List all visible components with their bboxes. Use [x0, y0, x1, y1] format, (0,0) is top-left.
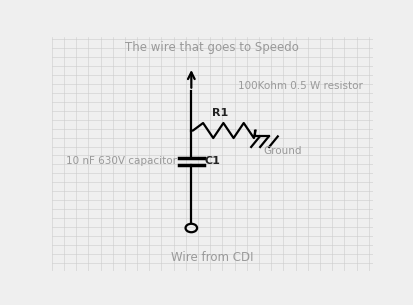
Text: C1: C1: [204, 156, 220, 166]
Text: 100Kohm 0.5 W resistor: 100Kohm 0.5 W resistor: [237, 81, 362, 91]
Text: Ground: Ground: [263, 145, 301, 156]
Text: Wire from CDI: Wire from CDI: [171, 251, 253, 264]
Text: The wire that goes to Speedo: The wire that goes to Speedo: [125, 41, 298, 54]
Text: R1: R1: [211, 108, 228, 118]
Text: 10 nF 630V capacitor: 10 nF 630V capacitor: [66, 156, 176, 166]
